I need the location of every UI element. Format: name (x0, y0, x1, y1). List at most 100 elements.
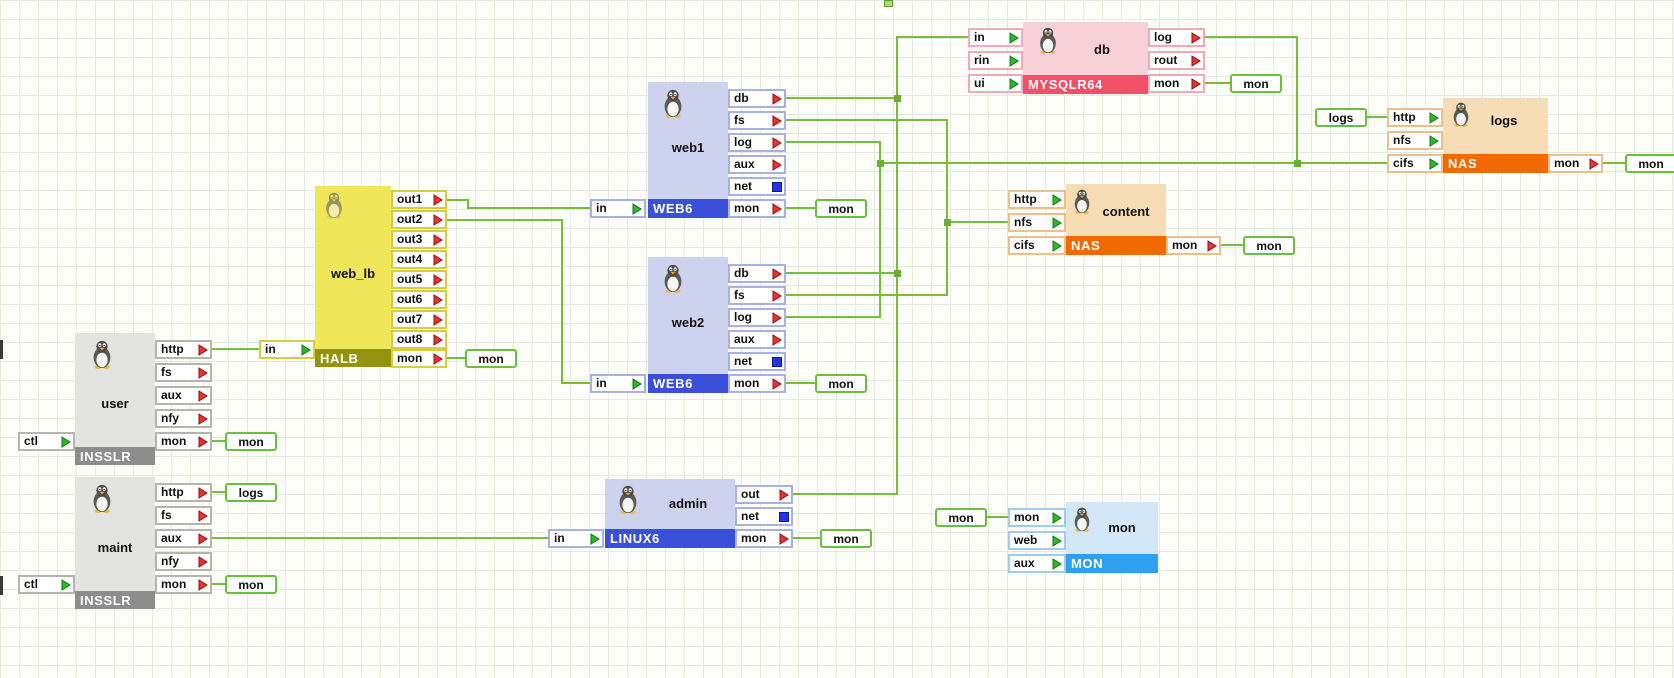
node-user-body[interactable] (75, 333, 155, 447)
port-web_lb-in-in[interactable]: in (259, 340, 315, 359)
probe-mon-box[interactable]: mon (820, 529, 872, 548)
probe-mon-box[interactable]: mon (1625, 154, 1674, 173)
port-maint-ctl-in[interactable]: ctl (18, 575, 75, 594)
port-label: out (741, 487, 760, 501)
port-content-http-in[interactable]: http (1008, 190, 1066, 209)
wire-admin-out-trunk-to-db-in[interactable] (793, 36, 968, 495)
input-arrow-icon (1052, 557, 1062, 570)
probe-mon-box[interactable]: mon (225, 575, 277, 594)
port-db-in-in[interactable]: in (968, 28, 1023, 47)
port-web_lb-out2-out[interactable]: out2 (391, 210, 447, 229)
input-arrow-icon (61, 435, 71, 448)
net-port-square-icon (772, 356, 782, 367)
port-web2-aux-out[interactable]: aux (728, 330, 786, 349)
port-web2-in-in[interactable]: in (590, 374, 646, 393)
port-admin-out-out[interactable]: out (735, 485, 793, 504)
port-label: nfs (1014, 215, 1032, 229)
port-db-log-out[interactable]: log (1148, 28, 1205, 47)
tux-linux-icon (89, 483, 115, 513)
output-arrow-icon (198, 343, 208, 356)
probe-mon-box[interactable]: mon (1230, 74, 1282, 93)
port-user-mon-out[interactable]: mon (155, 432, 212, 451)
wire-weblb-out2-to-web2-in[interactable] (447, 219, 590, 384)
port-web1-db-out[interactable]: db (728, 89, 786, 108)
port-web2-db-out[interactable]: db (728, 264, 786, 283)
probe-mon-box[interactable]: mon (815, 374, 867, 393)
port-web_lb-out5-out[interactable]: out5 (391, 270, 447, 289)
port-content-nfs-in[interactable]: nfs (1008, 213, 1066, 232)
port-db-ui-in[interactable]: ui (968, 74, 1023, 93)
port-logs-http-in[interactable]: http (1387, 108, 1443, 127)
probe-mon-box[interactable]: mon (815, 199, 867, 218)
port-mon-mon-in[interactable]: mon (1008, 508, 1066, 527)
port-web2-mon-out[interactable]: mon (728, 374, 786, 393)
port-web_lb-out8-out[interactable]: out8 (391, 330, 447, 349)
port-mon-web-in[interactable]: web (1008, 531, 1066, 550)
input-arrow-icon (1429, 111, 1439, 124)
port-web1-net-out[interactable]: net (728, 177, 786, 196)
node-web1-body[interactable] (648, 82, 728, 218)
port-web_lb-out7-out[interactable]: out7 (391, 310, 447, 329)
probe-mon-box[interactable]: mon (225, 432, 277, 451)
port-logs-nfs-in[interactable]: nfs (1387, 131, 1443, 150)
port-maint-mon-out[interactable]: mon (155, 575, 212, 594)
port-label: mon (1014, 510, 1040, 524)
probe-logs-box[interactable]: logs (1315, 108, 1367, 127)
port-maint-nfy-out[interactable]: nfy (155, 552, 212, 571)
port-db-mon-out[interactable]: mon (1148, 74, 1205, 93)
port-maint-http-out[interactable]: http (155, 483, 212, 502)
port-admin-in-in[interactable]: in (548, 529, 604, 548)
port-web2-fs-out[interactable]: fs (728, 286, 786, 305)
port-web_lb-mon-out[interactable]: mon (391, 349, 447, 368)
port-admin-mon-out[interactable]: mon (735, 529, 793, 548)
port-web2-log-out[interactable]: log (728, 308, 786, 327)
port-logs-cifs-in[interactable]: cifs (1387, 154, 1443, 173)
output-arrow-icon (779, 532, 789, 545)
port-mon-aux-in[interactable]: aux (1008, 554, 1066, 573)
port-maint-fs-out[interactable]: fs (155, 506, 212, 525)
node-maint-body[interactable] (75, 477, 155, 591)
wire-web1-log-web2-log-trunk[interactable] (786, 141, 881, 318)
port-web_lb-out1-out[interactable]: out1 (391, 190, 447, 209)
port-user-nfy-out[interactable]: nfy (155, 409, 212, 428)
port-user-ctl-in[interactable]: ctl (18, 432, 75, 451)
output-arrow-icon (433, 213, 443, 226)
input-arrow-icon (1009, 31, 1019, 44)
port-web1-mon-out[interactable]: mon (728, 199, 786, 218)
wire-junction-dot (944, 219, 951, 226)
node-mon-title: mon (1108, 520, 1136, 535)
port-logs-mon-out[interactable]: mon (1548, 154, 1603, 173)
probe-mon-box[interactable]: mon (465, 349, 517, 368)
port-user-fs-out[interactable]: fs (155, 363, 212, 382)
wire-weblb-out1-to-web1-in[interactable] (447, 199, 590, 209)
port-web1-fs-out[interactable]: fs (728, 111, 786, 130)
port-label: in (554, 531, 565, 545)
port-db-rout-out[interactable]: rout (1148, 51, 1205, 70)
wire-web1-fs-web2-fs-trunk[interactable] (786, 119, 948, 296)
node-web2-body[interactable] (648, 257, 728, 393)
port-content-cifs-in[interactable]: cifs (1008, 236, 1066, 255)
probe-mon-box[interactable]: mon (1243, 236, 1295, 255)
port-web_lb-out3-out[interactable]: out3 (391, 230, 447, 249)
port-web_lb-out4-out[interactable]: out4 (391, 250, 447, 269)
input-arrow-icon (1052, 534, 1062, 547)
port-web1-in-in[interactable]: in (590, 199, 646, 218)
port-admin-net-out[interactable]: net (735, 507, 793, 526)
port-label: out5 (397, 272, 423, 286)
output-arrow-icon (198, 578, 208, 591)
port-user-aux-out[interactable]: aux (155, 386, 212, 405)
port-web_lb-out6-out[interactable]: out6 (391, 290, 447, 309)
port-web1-log-out[interactable]: log (728, 133, 786, 152)
port-user-http-out[interactable]: http (155, 340, 212, 359)
port-maint-aux-out[interactable]: aux (155, 529, 212, 548)
output-arrow-icon (198, 555, 208, 568)
port-db-rin-in[interactable]: rin (968, 51, 1023, 70)
port-web2-net-out[interactable]: net (728, 352, 786, 371)
port-web1-aux-out[interactable]: aux (728, 155, 786, 174)
port-content-mon-out[interactable]: mon (1166, 236, 1221, 255)
probe-logs-box[interactable]: logs (225, 483, 277, 502)
wire-db-log-to-logs-line[interactable] (1205, 36, 1298, 163)
port-label: log (734, 310, 752, 324)
probe-mon-box[interactable]: mon (935, 508, 987, 527)
port-label: in (596, 376, 607, 390)
